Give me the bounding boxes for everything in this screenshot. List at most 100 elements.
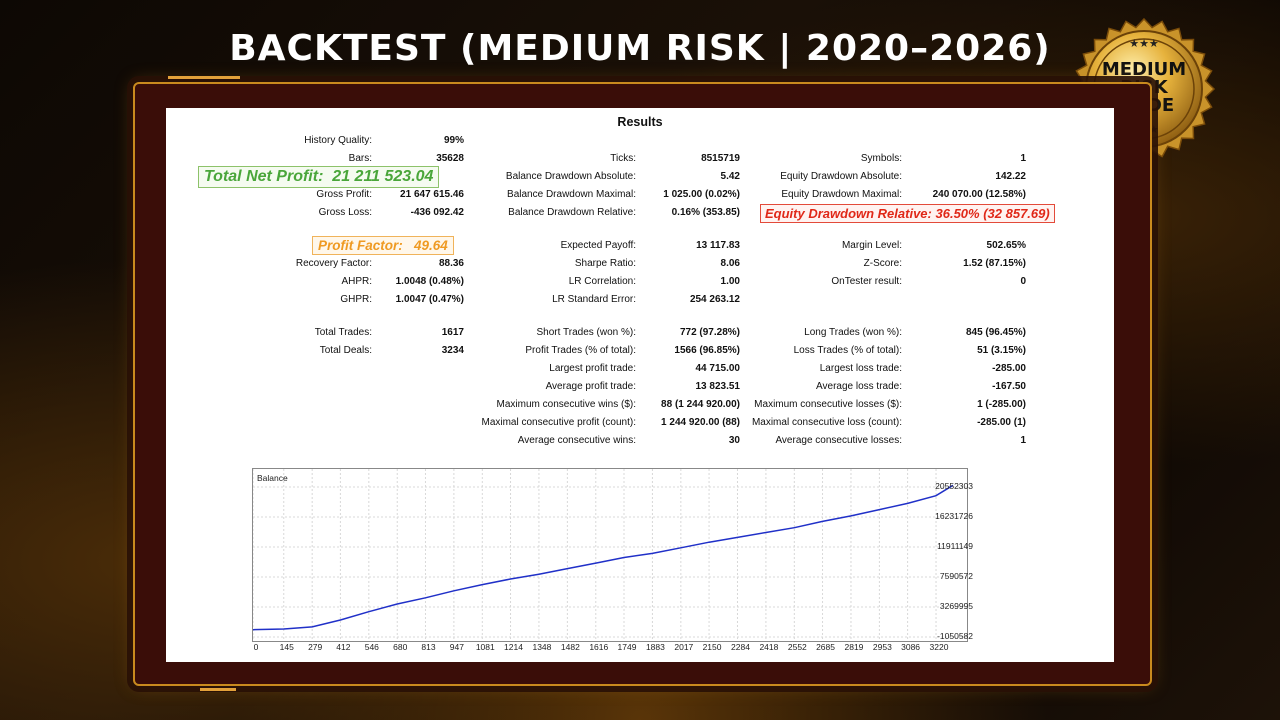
max-cons-wins-value: 88 (1 244 920.00) [661, 399, 740, 410]
y-tick-label: 11911149 [937, 541, 973, 552]
page-title: BACKTEST (MEDIUM RISK | 2020–2026) [229, 28, 1051, 69]
balance-dd-abs-value: 5.42 [720, 171, 740, 182]
y-tick-label: 16231726 [935, 511, 973, 522]
maximal-cons-profit-label: Maximal consecutive profit (count): [481, 417, 636, 428]
badge-line-1: MEDIUM [1101, 59, 1187, 80]
y-tick-label: 3269995 [939, 601, 973, 611]
loss-trades-value: 51 (3.15%) [977, 345, 1026, 356]
x-tick-label: 2819 [844, 642, 864, 652]
avg-loss-value: -167.50 [992, 381, 1026, 392]
equity-dd-max-label: Equity Drawdown Maximal: [781, 189, 902, 200]
row-maximal-consecutive: Maximal consecutive profit (count): 1 24… [166, 417, 1114, 433]
total-net-profit-highlight: Total Net Profit: 21 211 523.04 [198, 166, 440, 188]
row-ahpr: AHPR: 1.0048 (0.48%) LR Correlation: 1.0… [166, 276, 1114, 292]
z-score-value: 1.52 (87.15%) [963, 258, 1026, 269]
x-tick-label: 412 [336, 642, 351, 652]
avg-loss-label: Average loss trade: [816, 381, 902, 392]
recovery-factor-value: 88.36 [438, 258, 464, 269]
row-total-trades: Total Trades: 1617 Short Trades (won %):… [166, 327, 1114, 343]
ahpr-value: 1.0048 (0.48%) [395, 276, 464, 287]
ghpr-label: GHPR: [340, 294, 372, 305]
ghpr-value: 1.0047 (0.47%) [395, 294, 464, 305]
x-tick-label: 2150 [702, 642, 722, 652]
x-tick-label: 2685 [816, 642, 835, 652]
total-trades-label: Total Trades: [314, 327, 372, 338]
profit-trades-label: Profit Trades (% of total): [525, 345, 636, 356]
avg-cons-losses-label: Average consecutive losses: [775, 435, 902, 446]
x-tick-label: 1348 [532, 642, 552, 652]
ontester-value: 0 [1020, 276, 1026, 287]
row-ghpr: GHPR: 1.0047 (0.47%) LR Standard Error: … [166, 294, 1114, 310]
max-cons-wins-label: Maximum consecutive wins ($): [496, 399, 636, 410]
row-gross-profit: Gross Profit: 21 647 615.46 Balance Draw… [166, 189, 1114, 205]
balance-dd-max-label: Balance Drawdown Maximal: [507, 189, 636, 200]
balance-dd-abs-label: Balance Drawdown Absolute: [505, 171, 636, 182]
bars-label: Bars: [348, 153, 372, 164]
symbols-label: Symbols: [860, 153, 902, 164]
balance-dd-rel-label: Balance Drawdown Relative: [508, 207, 636, 218]
balance-chart-svg [252, 469, 967, 641]
equity-dd-rel-highlight: Equity Drawdown Relative: 36.50% (32 857… [760, 204, 1055, 223]
history-quality-label: History Quality: [304, 135, 372, 146]
frame-accent-bottom [200, 688, 236, 691]
equity-dd-abs-label: Equity Drawdown Absolute: [780, 171, 902, 182]
row-average-consecutive: Average consecutive wins: 30 Average con… [166, 435, 1114, 451]
avg-cons-losses-value: 1 [1020, 435, 1026, 446]
row-largest-trade: Largest profit trade: 44 715.00 Largest … [166, 363, 1114, 379]
y-tick-label: -1050582 [937, 631, 973, 641]
x-tick-label: 813 [421, 642, 436, 652]
equity-dd-rel-label: Equity Drawdown Relative: [765, 206, 932, 221]
sharpe-label: Sharpe Ratio: [574, 258, 636, 269]
balance-dd-max-value: 1 025.00 (0.02%) [663, 189, 740, 200]
max-cons-losses-value: 1 (-285.00) [977, 399, 1026, 410]
x-tick-label: 3086 [901, 642, 921, 652]
x-tick-label: 1081 [475, 642, 495, 652]
sharpe-value: 8.06 [720, 258, 740, 269]
gross-loss-label: Gross Loss: [318, 207, 372, 218]
results-title: Results [617, 115, 663, 129]
largest-profit-label: Largest profit trade: [549, 363, 636, 374]
total-trades-value: 1617 [441, 327, 464, 338]
x-tick-label: 3220 [929, 642, 949, 652]
long-trades-value: 845 (96.45%) [965, 327, 1026, 338]
row-gross-loss: Gross Loss: -436 092.42 Balance Drawdown… [166, 207, 1114, 223]
row-drawdown-absolute: Balance Drawdown Absolute: 5.42 Equity D… [166, 171, 1114, 187]
largest-profit-value: 44 715.00 [695, 363, 741, 374]
ticks-label: Ticks: [610, 153, 636, 164]
gross-loss-value: -436 092.42 [410, 207, 464, 218]
ontester-label: OnTester result: [831, 276, 902, 287]
x-tick-label: 947 [449, 642, 464, 652]
frame-accent-top [168, 76, 240, 79]
symbols-value: 1 [1020, 153, 1026, 164]
row-recovery-factor: Recovery Factor: 88.36 Sharpe Ratio: 8.0… [166, 258, 1114, 274]
balance-dd-rel-value: 0.16% (353.85) [671, 207, 740, 218]
x-tick-label: 1749 [617, 642, 637, 652]
x-tick-label: 2953 [872, 642, 892, 652]
equity-dd-max-value: 240 070.00 (12.58%) [932, 189, 1026, 200]
lr-corr-label: LR Correlation: [568, 276, 636, 287]
row-bars: Bars: 35628 Ticks: 8515719 Symbols: 1 [166, 153, 1114, 169]
short-trades-value: 772 (97.28%) [679, 327, 740, 338]
recovery-factor-label: Recovery Factor: [295, 258, 372, 269]
avg-profit-value: 13 823.51 [695, 381, 741, 392]
x-tick-label: 279 [308, 642, 323, 652]
lr-std-value: 254 263.12 [689, 294, 740, 305]
short-trades-label: Short Trades (won %): [536, 327, 636, 338]
z-score-label: Z-Score: [863, 258, 902, 269]
total-net-profit-label: Total Net Profit: [204, 168, 324, 185]
margin-level-label: Margin Level: [841, 240, 902, 251]
largest-loss-label: Largest loss trade: [819, 363, 902, 374]
x-tick-label: 1482 [560, 642, 580, 652]
maximal-cons-profit-value: 1 244 920.00 (88) [661, 417, 740, 428]
x-tick-label: 1214 [504, 642, 523, 652]
x-tick-label: 2284 [731, 642, 750, 652]
long-trades-label: Long Trades (won %): [804, 327, 902, 338]
x-tick-label: 2418 [759, 642, 779, 652]
lr-corr-value: 1.00 [720, 276, 740, 287]
x-tick-label: 680 [393, 642, 408, 652]
y-tick-label: 20552303 [935, 481, 973, 492]
total-deals-value: 3234 [441, 345, 464, 356]
profit-factor-value: 49.64 [414, 238, 448, 253]
lr-std-label: LR Standard Error: [552, 294, 636, 305]
ahpr-label: AHPR: [341, 276, 372, 287]
